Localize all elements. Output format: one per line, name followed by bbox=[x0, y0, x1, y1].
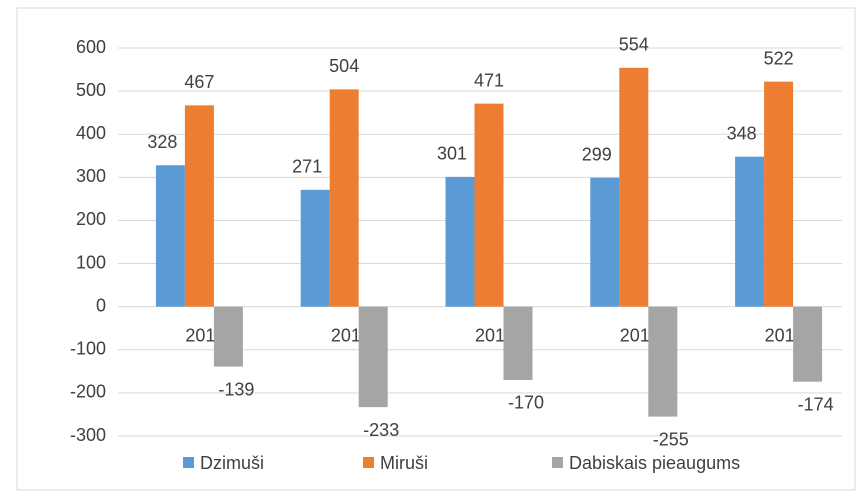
data-label: -139 bbox=[218, 379, 254, 399]
data-label: 504 bbox=[329, 56, 359, 76]
y-tick-label: 200 bbox=[76, 209, 106, 229]
legend-label: Dabiskais pieaugums bbox=[569, 453, 740, 473]
legend-swatch bbox=[183, 457, 194, 468]
bar bbox=[590, 177, 620, 307]
bar bbox=[300, 189, 330, 307]
data-label: 522 bbox=[764, 48, 794, 68]
data-label: -170 bbox=[508, 393, 544, 413]
bar bbox=[735, 156, 765, 307]
y-tick-label: -100 bbox=[70, 339, 106, 359]
data-label: 348 bbox=[727, 123, 757, 143]
bar bbox=[213, 306, 243, 367]
bar bbox=[503, 306, 533, 380]
y-tick-label: 300 bbox=[76, 166, 106, 186]
chart-border bbox=[16, 7, 856, 491]
data-label: 299 bbox=[582, 145, 612, 165]
bar bbox=[155, 165, 185, 307]
data-label: 301 bbox=[437, 144, 467, 164]
bar bbox=[764, 81, 794, 307]
legend-label: Dzimuši bbox=[200, 453, 264, 473]
data-label: -174 bbox=[798, 394, 834, 414]
bar bbox=[793, 306, 823, 382]
bar bbox=[358, 306, 388, 408]
y-tick-label: 500 bbox=[76, 80, 106, 100]
bar bbox=[648, 306, 678, 417]
y-tick-label: 100 bbox=[76, 252, 106, 272]
legend-swatch bbox=[363, 457, 374, 468]
data-label: -255 bbox=[653, 429, 689, 449]
data-label: 471 bbox=[474, 70, 504, 90]
y-tick-label: 0 bbox=[96, 295, 106, 315]
bar bbox=[619, 67, 649, 307]
bar bbox=[184, 105, 214, 307]
y-tick-label: 400 bbox=[76, 123, 106, 143]
y-tick-label: -200 bbox=[70, 382, 106, 402]
data-label: 271 bbox=[292, 157, 322, 177]
data-label: 328 bbox=[147, 132, 177, 152]
bar bbox=[474, 103, 504, 307]
legend-label: Miruši bbox=[380, 453, 428, 473]
data-label: -233 bbox=[363, 420, 399, 440]
bar bbox=[329, 89, 359, 307]
y-tick-label: 600 bbox=[76, 37, 106, 57]
bar bbox=[445, 176, 475, 307]
data-label: 467 bbox=[184, 72, 214, 92]
y-tick-label: -300 bbox=[70, 425, 106, 445]
legend-swatch bbox=[552, 457, 563, 468]
data-label: 554 bbox=[619, 35, 649, 55]
